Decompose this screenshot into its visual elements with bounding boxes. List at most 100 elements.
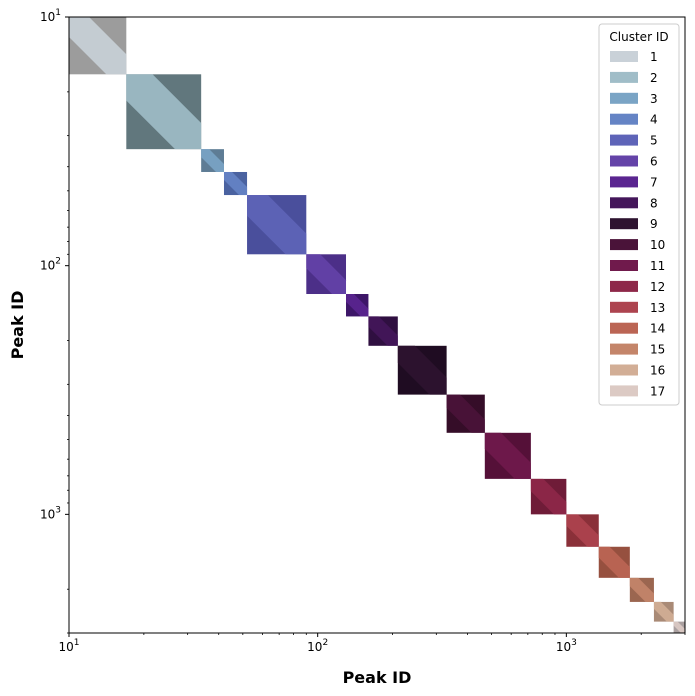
legend-entry-5: 5	[610, 134, 658, 148]
legend-label: 10	[650, 238, 665, 252]
legend-swatch	[610, 176, 638, 188]
legend-entry-15: 15	[610, 343, 665, 357]
legend-entry-11: 11	[610, 259, 665, 273]
legend-entry-1: 1	[610, 50, 658, 64]
y-axis-title: Peak ID	[8, 291, 27, 360]
legend-swatch	[610, 239, 638, 251]
cluster-block-9	[397, 345, 447, 395]
cluster-block-diagonal	[223, 171, 248, 196]
x-axis-title: Peak ID	[343, 668, 412, 687]
legend-label: 9	[650, 217, 658, 231]
legend-swatch	[610, 343, 638, 355]
legend-entry-8: 8	[610, 196, 658, 210]
x-tick-label: 101	[58, 638, 79, 654]
legend-label: 15	[650, 343, 665, 357]
cluster-block-diagonal	[446, 394, 485, 433]
legend-label: 8	[650, 196, 658, 210]
legend-entry-16: 16	[610, 364, 665, 378]
legend-label: 12	[650, 280, 665, 294]
cluster-blocks	[69, 17, 685, 633]
legend-swatch	[610, 385, 638, 397]
cluster-block-diagonal	[484, 432, 531, 479]
cluster-block-15	[629, 577, 654, 602]
y-tick-label: 103	[40, 505, 61, 521]
legend-swatch	[610, 218, 638, 230]
cluster-block-1	[69, 17, 127, 75]
legend-entry-7: 7	[610, 175, 658, 189]
legend-swatch	[610, 280, 638, 292]
cluster-block-14	[598, 546, 630, 578]
cluster-block-diagonal	[598, 546, 630, 578]
cluster-block-11	[484, 432, 531, 479]
legend-label: 7	[650, 175, 658, 189]
legend-swatch	[610, 197, 638, 209]
legend-swatch	[610, 155, 638, 167]
legend-label: 2	[650, 71, 658, 85]
legend-entry-14: 14	[610, 322, 665, 336]
legend-entry-6: 6	[610, 155, 658, 169]
legend-label: 16	[650, 364, 665, 378]
legend-swatch	[610, 301, 638, 313]
legend-entry-3: 3	[610, 92, 658, 106]
cluster-block-16	[653, 601, 674, 622]
cluster-block-diagonal	[346, 294, 369, 317]
cluster-block-12	[530, 478, 567, 515]
cluster-block-4	[223, 171, 248, 196]
cluster-block-diagonal	[306, 254, 347, 295]
cluster-block-diagonal	[247, 195, 307, 255]
cluster-block-diagonal	[566, 514, 599, 547]
legend-entry-2: 2	[610, 71, 658, 85]
legend-label: 14	[650, 322, 665, 336]
legend-entry-9: 9	[610, 217, 658, 231]
legend-swatch	[610, 260, 638, 271]
cluster-block-2	[126, 74, 202, 150]
legend-label: 6	[650, 155, 658, 169]
cluster-block-6	[306, 254, 347, 295]
cluster-block-17	[673, 621, 685, 633]
legend-label: 4	[650, 113, 658, 127]
cluster-block-diagonal	[397, 345, 447, 395]
legend-entry-4: 4	[610, 113, 658, 127]
plot-frame	[68, 16, 686, 634]
legend-entry-10: 10	[610, 238, 665, 252]
legend-label: 17	[650, 384, 665, 398]
cluster-block-diagonal	[653, 601, 674, 622]
cluster-block-diagonal	[126, 74, 202, 150]
legend-swatch	[610, 113, 638, 125]
cluster-block-diagonal	[368, 316, 398, 346]
cluster-block-diagonal	[673, 621, 685, 633]
cluster-block-diagonal	[629, 577, 654, 602]
x-tick-label: 102	[307, 638, 328, 654]
cluster-block-8	[368, 316, 398, 346]
legend-entry-12: 12	[610, 280, 665, 294]
legend-swatch	[610, 92, 638, 104]
y-tick-label: 101	[40, 8, 61, 24]
legend-label: 13	[650, 301, 665, 315]
legend-label: 3	[650, 92, 658, 106]
legend-label: 1	[650, 50, 658, 64]
legend-swatch	[610, 364, 638, 376]
cluster-block-diagonal	[530, 478, 567, 515]
legend-label: 5	[650, 134, 658, 148]
cluster-block-3	[201, 149, 224, 172]
cluster-block-diagonal	[201, 149, 224, 172]
cluster-block-5	[247, 195, 307, 255]
legend-swatch	[610, 71, 638, 83]
x-axis: 101 102 103	[58, 633, 686, 654]
legend-title: Cluster ID	[609, 30, 668, 44]
x-tick-label: 103	[556, 638, 577, 654]
cluster-block-diagonal	[69, 17, 127, 75]
y-tick-label: 102	[40, 257, 61, 273]
cluster-block-13	[566, 514, 599, 547]
legend-label: 11	[650, 259, 665, 273]
y-axis: 101 102 103	[40, 8, 69, 634]
legend-entry-13: 13	[610, 301, 665, 315]
legend-swatch	[610, 51, 638, 62]
cluster-block-7	[346, 294, 369, 317]
cluster-block-10	[446, 394, 485, 433]
legend-swatch	[610, 322, 638, 334]
legend-swatch	[610, 134, 638, 146]
